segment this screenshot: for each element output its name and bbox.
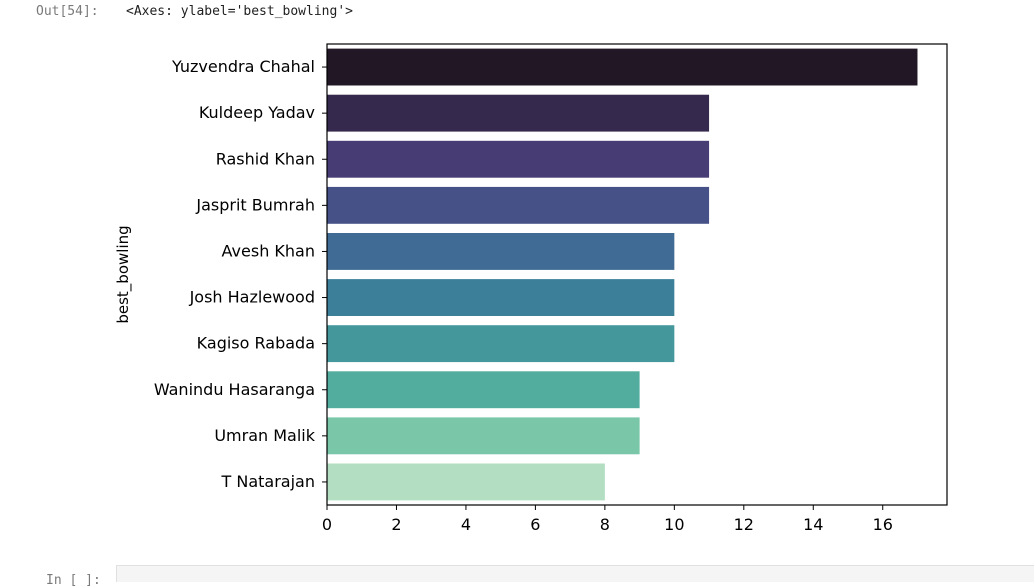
ytick-labels: Yuzvendra Chahal Kuldeep Yadav Rashid Khan… [154, 57, 327, 491]
next-code-cell[interactable] [116, 565, 1034, 582]
ytick-label: Avesh Khan [222, 241, 315, 260]
xtick-label: 6 [530, 515, 540, 534]
xtick-label: 0 [322, 515, 332, 534]
bar [327, 325, 675, 363]
xtick-label: 2 [391, 515, 401, 534]
bar [327, 417, 640, 455]
xtick-labels: 0 2 4 6 8 10 12 14 16 [322, 505, 893, 534]
ytick-label: Yuzvendra Chahal [171, 57, 315, 76]
xtick-label: 12 [734, 515, 754, 534]
bar-chart: Yuzvendra Chahal Kuldeep Yadav Rashid Khan… [114, 43, 948, 534]
bar [327, 94, 710, 132]
xtick-label: 4 [461, 515, 471, 534]
bar [327, 140, 710, 178]
bar [327, 371, 640, 409]
axes-frame [326, 43, 948, 506]
ytick-label: Kagiso Rabada [197, 334, 315, 353]
bar [327, 463, 605, 501]
xtick-label: 10 [664, 515, 684, 534]
bar [327, 48, 918, 86]
output-prompt: Out[54]: [36, 4, 99, 19]
output-text: <Axes: ylabel='best_bowling'> [126, 4, 353, 19]
bars-group [327, 48, 918, 501]
ytick-label: Umran Malik [214, 426, 315, 445]
ytick-label: Rashid Khan [216, 149, 315, 168]
ytick-label: Wanindu Hasaranga [154, 380, 315, 399]
xtick-label: 14 [803, 515, 823, 534]
bar [327, 186, 710, 224]
ytick-label: Jasprit Bumrah [195, 195, 315, 214]
ytick-label: T Natarajan [221, 472, 315, 491]
y-axis-label: best_bowling [114, 225, 133, 323]
bar [327, 233, 675, 270]
ytick-label: Kuldeep Yadav [199, 103, 315, 122]
ytick-label: Josh Hazlewood [189, 288, 315, 307]
bar [327, 279, 675, 316]
xtick-label: 8 [600, 515, 610, 534]
xtick-label: 16 [873, 515, 893, 534]
